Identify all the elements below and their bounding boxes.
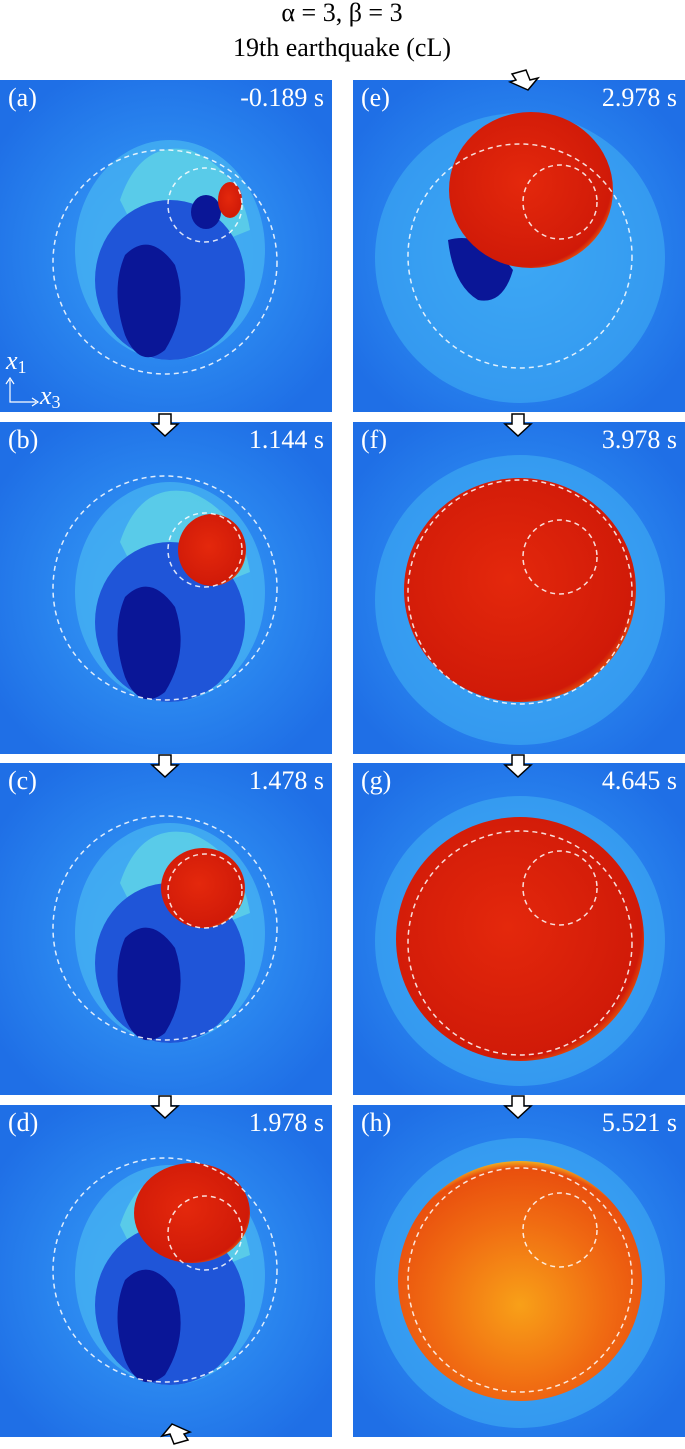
panel-time: 1.478 s (249, 766, 324, 795)
dashed-circle (52, 1157, 278, 1383)
dark-region (117, 244, 181, 358)
axis-sub: 3 (52, 392, 61, 412)
panel: (g) 4.645 s (353, 763, 685, 1095)
panel-time: 1.978 s (249, 1108, 324, 1137)
panel: (b) 1.144 s (0, 422, 332, 754)
dashed-circle (167, 512, 243, 588)
panel-label: (d) (8, 1108, 38, 1137)
rupture-area (178, 514, 246, 586)
panel: (c) 1.478 s (0, 763, 332, 1095)
axis-letter: x (39, 381, 52, 410)
dashed-circle (522, 850, 598, 926)
dark-region (117, 586, 181, 700)
panel: (d) 1.978 s (0, 1105, 332, 1437)
dashed-circle (52, 475, 278, 701)
dark-region (191, 195, 221, 229)
panel-label: (h) (361, 1108, 391, 1137)
arrow (503, 754, 533, 779)
dashed-circle (167, 1195, 243, 1271)
panel-time: 3.978 s (602, 425, 677, 454)
dark-region (117, 1269, 181, 1383)
arrow (150, 754, 180, 779)
dashed-circle (522, 519, 598, 595)
panels: (a) -0.189 s (b) 1.144 s (c) 1.478 s (d) 1.978 … (0, 80, 685, 1437)
arrow (503, 1095, 533, 1120)
rupture-area (398, 1161, 642, 1401)
panel-label: (f) (361, 425, 387, 454)
panel: (h) 5.521 s (353, 1105, 685, 1437)
panel-label: (e) (361, 83, 390, 112)
panel: (f) 3.978 s (353, 422, 685, 754)
rupture-area (134, 1163, 250, 1263)
dashed-circle (52, 149, 278, 375)
dashed-circle (167, 167, 243, 243)
rupture-area (218, 182, 242, 218)
arrow (150, 413, 180, 438)
panel-time: 1.144 s (249, 425, 324, 454)
arrow (507, 69, 541, 91)
rupture-area (404, 478, 636, 702)
arrows (150, 69, 541, 1445)
panel-time: 2.978 s (602, 83, 677, 112)
panel-label: (g) (361, 766, 391, 795)
panel: (a) -0.189 s (0, 80, 332, 412)
rupture-area (449, 112, 613, 268)
rupture-area (396, 817, 644, 1061)
dark-region (117, 927, 181, 1041)
arrow (503, 413, 533, 438)
dashed-circle (167, 853, 243, 929)
dashed-circle (407, 143, 633, 369)
dashed-circle (522, 164, 598, 240)
rupture-area (161, 848, 245, 928)
panel: (e) 2.978 s (353, 80, 685, 412)
dashed-circle (407, 1167, 633, 1393)
axis-arrows (5, 376, 40, 407)
axis-sub: 1 (18, 357, 27, 377)
panel-time: 5.521 s (602, 1108, 677, 1137)
dashed-circle (522, 1192, 598, 1268)
arrow (159, 1423, 193, 1445)
panel-label: (b) (8, 425, 38, 454)
dashed-circle (407, 830, 633, 1056)
dashed-circle (52, 815, 278, 1041)
arrow (150, 1095, 180, 1120)
panel-label: (c) (8, 766, 37, 795)
title-line: α = 3, β = 3 (281, 0, 402, 27)
dashed-circle (407, 479, 633, 705)
panel-time: 4.645 s (602, 766, 677, 795)
axis-label: x3 (39, 381, 61, 412)
axis-label: x1 (5, 346, 27, 377)
panel-time: -0.189 s (240, 83, 324, 112)
axis-letter: x (5, 346, 18, 375)
panel-label: (a) (8, 83, 37, 112)
title-line: 19th earthquake (cL) (233, 33, 451, 62)
